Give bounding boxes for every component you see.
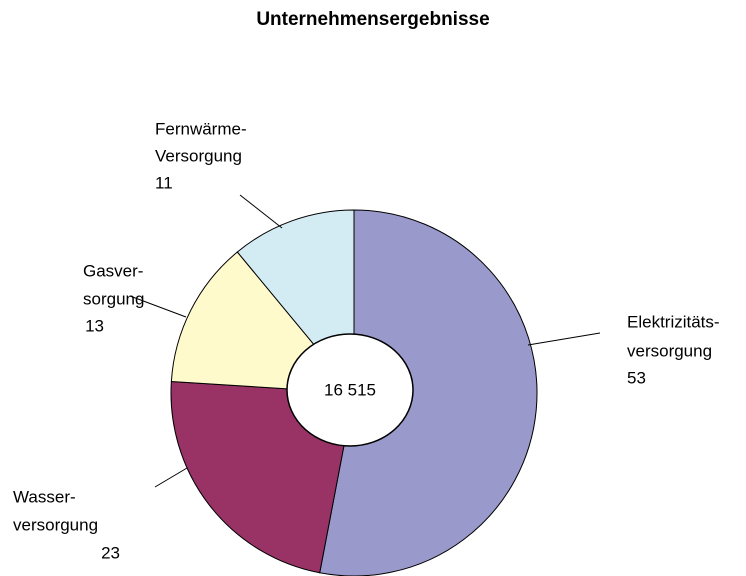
leader-line <box>129 295 187 318</box>
center-label: 16 515 <box>324 380 376 399</box>
slice <box>319 209 538 576</box>
chart-title: Unternehmensergebnisse <box>256 9 489 30</box>
leader-line <box>239 194 283 229</box>
slice-label: versorgung <box>627 341 712 360</box>
slice-label: sorgung <box>83 289 144 308</box>
slice-label: versorgung <box>13 515 98 534</box>
value-label: 53 <box>627 368 646 387</box>
slice-label: Wasser- <box>13 487 76 506</box>
slice-label: Versorgung <box>155 146 242 165</box>
value-label: 13 <box>85 316 104 335</box>
slice-label: Fernwärme- <box>155 119 247 138</box>
slice-label: Elektrizitäts- <box>627 312 720 331</box>
slice-label: Gasver- <box>83 261 143 280</box>
leader-line <box>527 332 601 346</box>
value-label: 11 <box>155 173 173 192</box>
leader-line <box>154 467 188 488</box>
value-label: 23 <box>101 543 120 562</box>
donut-hole <box>286 333 414 447</box>
